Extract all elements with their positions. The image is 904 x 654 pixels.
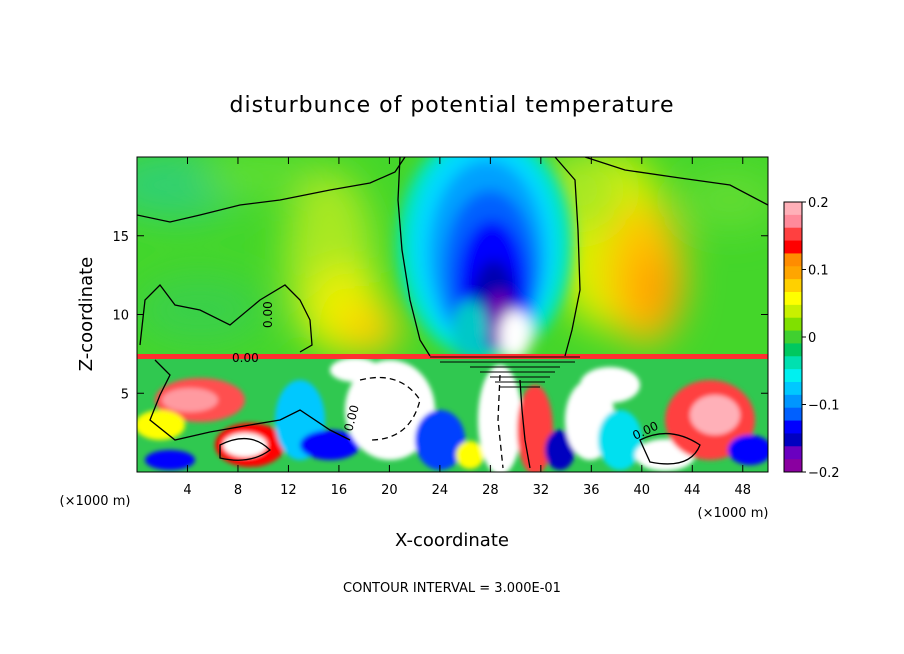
chart-title: disturbunce of potential temperature: [230, 93, 675, 118]
x-tick-label: 48: [734, 483, 751, 498]
colorbar-swatch: [784, 446, 802, 460]
x-tick-label: 40: [634, 483, 651, 498]
colorbar-swatch: [784, 253, 802, 267]
cold-plume: [397, 157, 573, 360]
x-unit-left: (×1000 m): [60, 494, 131, 509]
colorbar-swatch: [784, 407, 802, 422]
contour-label-2: 0.00: [232, 351, 259, 365]
y-tick-label: 15: [112, 230, 129, 245]
contour-lines: [137, 157, 768, 469]
y-axis-label: Z-coordinate: [76, 257, 97, 372]
colorbar-swatch: [784, 433, 802, 447]
x-unit-right: (×1000 m): [698, 506, 769, 521]
colorbar-tick-label: 0.1: [808, 264, 829, 279]
y-tick-label: 10: [112, 309, 129, 324]
plot-area: 0.00 0.00 0.00 0.00: [137, 157, 768, 472]
y-axis-ticks: 5 10 15: [112, 230, 768, 402]
x-tick-label: 28: [482, 483, 499, 498]
x-tick-label: 36: [583, 483, 600, 498]
colorbar-swatch: [784, 394, 802, 409]
colorbar-swatch: [784, 343, 802, 357]
colorbar-swatch: [784, 202, 802, 216]
x-axis-ticks: 4 8 12 16 20 24 28 32 36 40 44 48: [183, 157, 751, 498]
colorbar-swatch: [784, 369, 802, 383]
x-tick-label: 8: [234, 483, 242, 498]
colorbar-ticks: 0.2 0.1 0 −0.1 −0.2: [802, 196, 840, 481]
colorbar-swatch: [784, 420, 802, 434]
colorbar-swatch: [784, 266, 802, 280]
x-tick-label: 4: [183, 483, 191, 498]
contour-interval-note: CONTOUR INTERVAL = 3.000E-01: [343, 581, 561, 596]
colorbar-swatch: [784, 356, 802, 370]
colorbar-swatch: [784, 317, 802, 332]
x-axis-label: X-coordinate: [395, 530, 509, 551]
colorbar-swatch: [784, 292, 802, 306]
x-tick-label: 20: [381, 483, 398, 498]
colorbar-swatch: [784, 227, 802, 242]
colorbar-tick-label: 0: [808, 331, 816, 346]
colorbar-swatch: [784, 214, 802, 229]
colorbar-swatch: [784, 240, 802, 254]
x-tick-label: 16: [331, 483, 348, 498]
colorbar-tick-label: −0.2: [808, 466, 840, 481]
colorbar-swatch: [784, 330, 802, 344]
contour-label-3: 0.00: [341, 403, 361, 432]
x-tick-label: 44: [684, 483, 701, 498]
x-tick-label: 12: [280, 483, 297, 498]
colorbar-tick-label: −0.1: [808, 399, 840, 414]
colorbar-swatch: [784, 382, 802, 396]
colorbar-tick-label: 0.2: [808, 196, 829, 211]
colorbar-swatch: [784, 304, 802, 319]
colorbar: [783, 201, 803, 473]
colorbar-swatch: [784, 279, 802, 293]
x-tick-label: 24: [432, 483, 449, 498]
y-tick-label: 5: [121, 387, 129, 402]
interface-contours: [430, 356, 580, 388]
colorbar-swatch: [784, 459, 802, 473]
contour-label-1: 0.00: [261, 301, 275, 328]
x-tick-label: 32: [533, 483, 550, 498]
